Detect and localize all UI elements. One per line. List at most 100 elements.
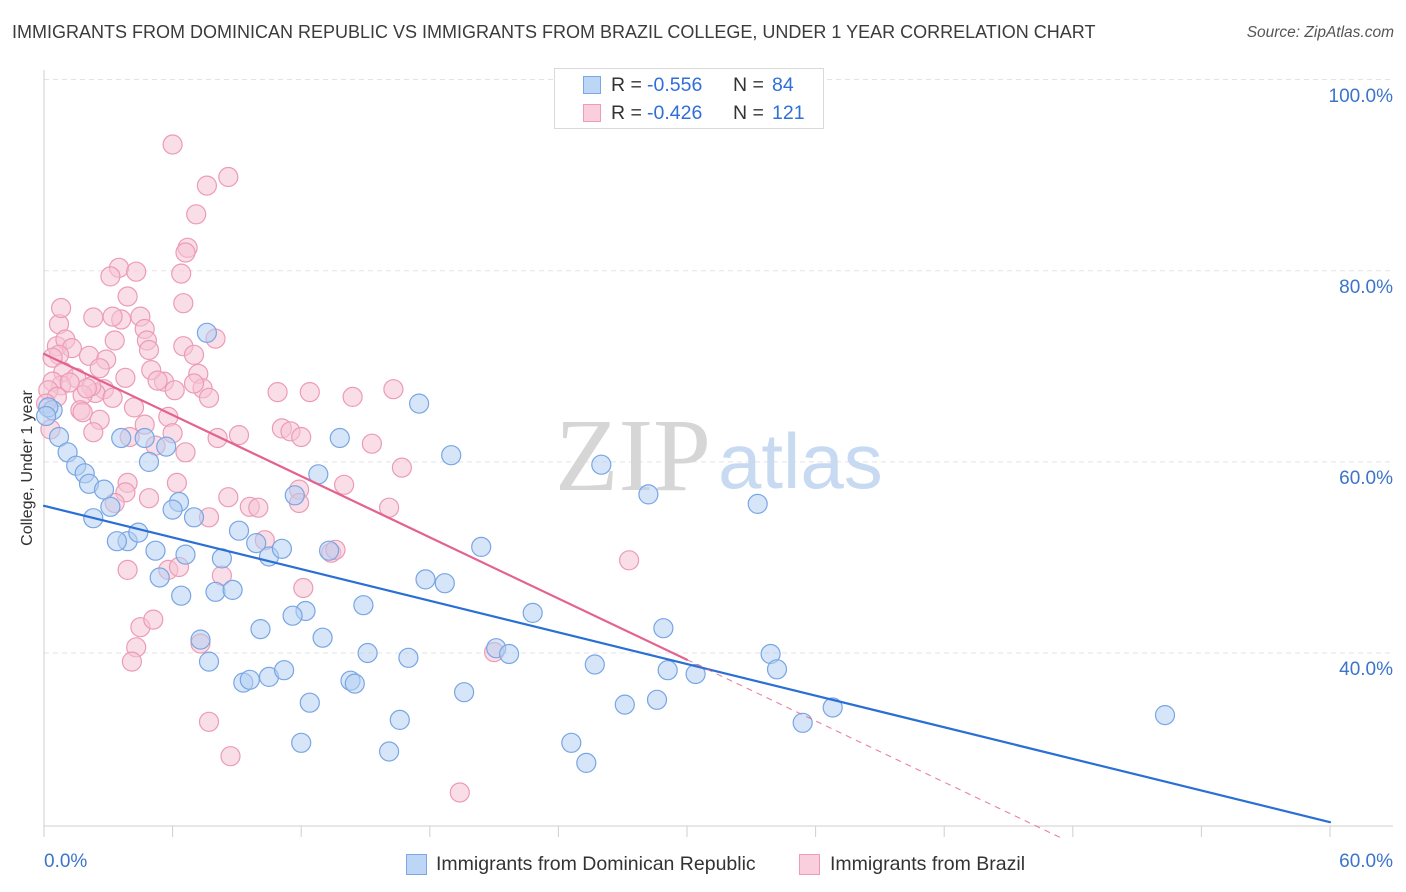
point-brazil [267, 382, 288, 403]
point-dominican-republic [792, 712, 813, 733]
point-brazil [143, 609, 164, 630]
source-credit: Source: ZipAtlas.com [1246, 24, 1394, 41]
point-dominican-republic [389, 709, 410, 731]
point-brazil [83, 307, 104, 328]
point-brazil [115, 367, 136, 388]
point-dominican-republic [134, 427, 155, 449]
point-brazil [138, 339, 160, 361]
point-dominican-republic [409, 393, 430, 414]
y-tick-label-100: 100.0% [1328, 86, 1393, 107]
point-brazil [248, 497, 269, 518]
point-dominican-republic [357, 642, 378, 664]
point-brazil [334, 474, 355, 495]
point-dominican-republic [205, 581, 226, 602]
point-brazil [183, 373, 205, 394]
y-tick-label-40: 40.0% [1339, 659, 1393, 680]
point-dominican-republic [228, 520, 250, 541]
point-brazil [220, 746, 241, 767]
point-dominican-republic [653, 618, 674, 639]
point-brazil [449, 782, 470, 803]
point-dominican-republic [239, 669, 260, 690]
point-dominican-republic [35, 405, 57, 427]
x-ticks [43, 826, 1331, 837]
legend-n-label: N = [733, 74, 764, 96]
point-brazil [175, 442, 196, 463]
x-tick-label-max: 60.0% [1339, 851, 1393, 872]
series-dominican-republic-points [35, 322, 1176, 774]
point-brazil [361, 433, 382, 454]
trend-line-brazil [42, 352, 689, 661]
point-dominican-republic [291, 732, 312, 753]
point-dominican-republic [353, 595, 374, 616]
watermark: ZIP atlas [555, 398, 883, 513]
point-dominican-republic [614, 694, 635, 715]
point-brazil [175, 242, 196, 263]
point-brazil [72, 402, 93, 423]
point-dominican-republic [222, 579, 243, 601]
point-dominican-republic [398, 647, 419, 668]
point-dominican-republic [196, 322, 217, 343]
point-brazil [121, 651, 142, 672]
point-brazil [299, 382, 320, 403]
point-dominican-republic [271, 538, 292, 559]
point-dominican-republic [156, 436, 177, 457]
point-dominican-republic [106, 531, 128, 552]
point-dominican-republic [312, 627, 333, 648]
point-dominican-republic [149, 567, 170, 588]
series-legend-swatch-brazil [799, 854, 820, 875]
point-dominican-republic [175, 544, 196, 565]
point-brazil [76, 378, 98, 399]
point-brazil [383, 379, 404, 400]
point-dominican-republic [299, 692, 320, 713]
y-tick-label-60: 60.0% [1339, 468, 1393, 489]
point-brazil [138, 488, 160, 509]
point-dominican-republic [441, 445, 462, 466]
point-brazil [123, 397, 145, 418]
series-legend-swatch-dominican-republic [406, 854, 427, 875]
point-dominican-republic [1154, 704, 1176, 726]
point-brazil [104, 330, 125, 351]
point-brazil [83, 422, 104, 443]
point-brazil [147, 370, 168, 391]
point-brazil [342, 386, 363, 407]
point-brazil [186, 204, 207, 225]
point-brazil [117, 286, 138, 307]
point-brazil [164, 380, 185, 401]
point-dominican-republic [329, 427, 350, 449]
point-brazil [291, 426, 312, 448]
point-brazil [59, 372, 80, 393]
point-dominican-republic [282, 605, 303, 626]
point-dominican-republic [100, 496, 121, 517]
legend-r-label: R = [611, 102, 642, 124]
point-brazil [207, 427, 228, 449]
point-dominican-republic [822, 697, 843, 718]
point-brazil [171, 263, 192, 284]
point-dominican-republic [190, 629, 211, 650]
point-dominican-republic [766, 659, 788, 680]
legend-r-value-dominican-republic: -0.556 [647, 74, 703, 96]
point-dominican-republic [145, 540, 166, 561]
point-dominican-republic [522, 602, 543, 624]
point-dominican-republic [434, 573, 455, 594]
point-dominican-republic [576, 752, 597, 774]
trend-line-dominican-republic [42, 504, 1332, 824]
point-brazil [50, 297, 72, 319]
correlation-legend: R = -0.556 N = 84 R = -0.426 N = 121 [554, 68, 824, 129]
legend-n-value-dominican-republic: 84 [772, 74, 794, 96]
point-dominican-republic [48, 426, 70, 448]
point-dominican-republic [379, 741, 400, 762]
point-dominican-republic [198, 651, 220, 672]
legend-r-label: R = [611, 74, 642, 96]
point-dominican-republic [93, 479, 115, 500]
point-dominican-republic [638, 484, 659, 505]
point-brazil [166, 472, 187, 493]
point-dominican-republic [584, 654, 605, 675]
series-legend-label-brazil: Immigrants from Brazil [830, 853, 1026, 875]
point-brazil [293, 577, 314, 599]
point-dominican-republic [646, 689, 668, 710]
legend-r-value-brazil: -0.426 [647, 102, 703, 124]
point-dominican-republic [415, 569, 436, 590]
legend-swatch-brazil [583, 104, 601, 122]
point-brazil [173, 293, 194, 314]
